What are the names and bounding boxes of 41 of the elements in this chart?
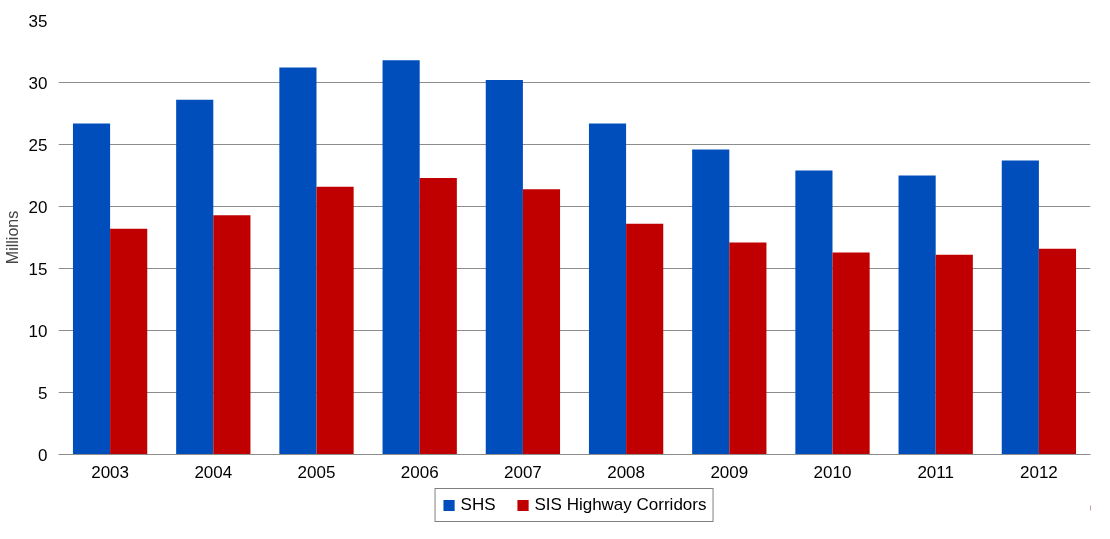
x-tick-label: 2009 xyxy=(710,462,749,482)
bar xyxy=(795,170,833,455)
bar xyxy=(316,186,354,455)
x-tick-label: 2011 xyxy=(917,462,954,482)
y-axis-title: Millions xyxy=(3,210,21,265)
x-tick-label: 2005 xyxy=(297,462,336,482)
bar xyxy=(382,60,420,455)
x-tick-label: 2003 xyxy=(91,462,130,482)
bar xyxy=(898,175,936,455)
bar xyxy=(279,67,317,455)
legend-label: SHS xyxy=(460,495,496,515)
y-tick-label: 15 xyxy=(28,259,48,279)
bar xyxy=(110,228,148,455)
bar xyxy=(485,80,523,455)
bar xyxy=(692,149,730,455)
bar xyxy=(588,123,627,455)
legend-label: SIS Highway Corridors xyxy=(534,495,707,515)
x-tick-label: 2004 xyxy=(194,462,233,482)
y-tick-label: 5 xyxy=(38,383,48,403)
bar xyxy=(832,252,870,455)
y-tick-label: 35 xyxy=(28,11,48,31)
x-tick-label: 2006 xyxy=(400,462,439,482)
y-tick-label: 10 xyxy=(28,321,48,341)
bar xyxy=(213,215,251,455)
x-tick-label: 2012 xyxy=(1019,462,1058,482)
bar xyxy=(729,242,767,455)
bar xyxy=(522,189,561,455)
bar xyxy=(1038,248,1077,455)
x-tick-label: 2007 xyxy=(503,462,542,482)
bar xyxy=(176,99,214,455)
bar xyxy=(419,177,457,455)
bar xyxy=(626,223,664,455)
x-tick-label: 2008 xyxy=(607,462,646,482)
y-tick-label: 0 xyxy=(38,445,48,465)
bar xyxy=(1001,160,1039,455)
y-tick-label: 20 xyxy=(28,197,48,217)
bar xyxy=(72,123,111,455)
y-tick-label: 25 xyxy=(28,135,48,155)
x-tick-label: 2010 xyxy=(813,462,852,482)
y-tick-label: 30 xyxy=(28,73,48,93)
bar xyxy=(935,254,973,455)
